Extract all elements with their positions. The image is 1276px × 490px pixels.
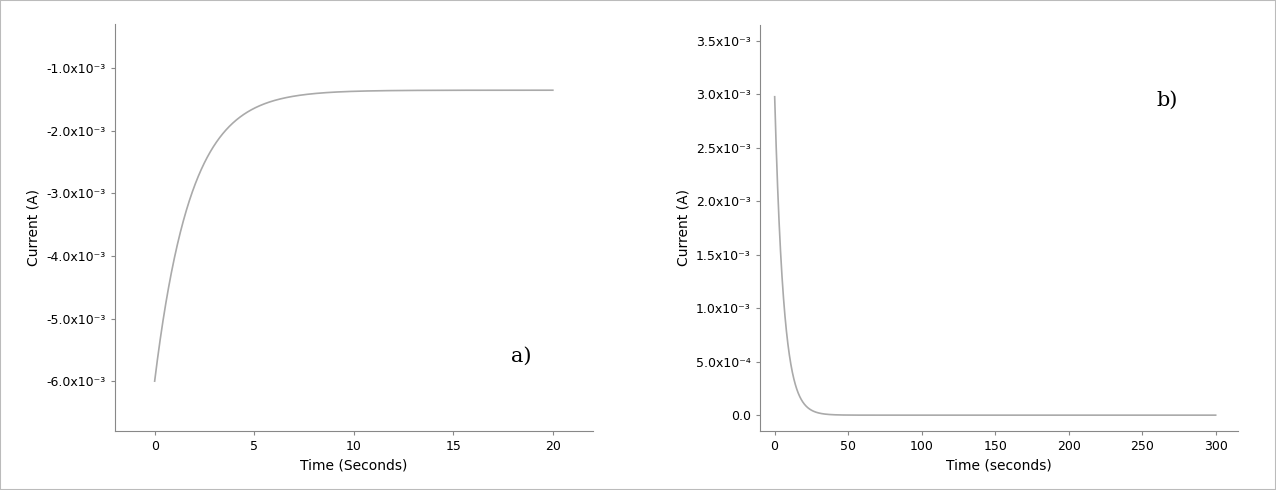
Y-axis label: Current (A): Current (A): [676, 189, 690, 267]
X-axis label: Time (seconds): Time (seconds): [946, 459, 1051, 473]
Y-axis label: Current (A): Current (A): [27, 189, 41, 267]
Text: a): a): [512, 347, 532, 366]
Text: b): b): [1156, 91, 1178, 110]
X-axis label: Time (Seconds): Time (Seconds): [300, 459, 407, 473]
